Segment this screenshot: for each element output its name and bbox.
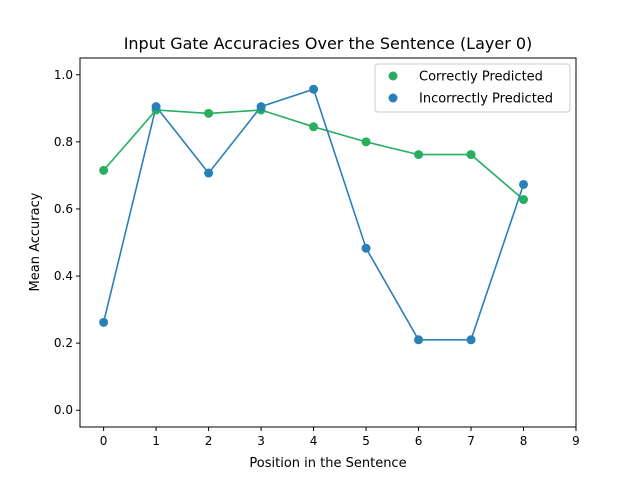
y-tick-label: 0.4 [54,269,73,283]
y-tick-label: 0.8 [54,135,73,149]
legend-marker [388,71,398,81]
x-tick-label: 7 [467,434,475,448]
y-tick-label: 1.0 [54,68,73,82]
data-point-series-0 [466,150,476,160]
data-point-series-0 [414,150,424,160]
data-point-series-1 [519,179,529,189]
x-axis-label: Position in the Sentence [249,456,406,471]
series-layer [99,84,529,345]
y-tick-label: 0.2 [54,336,73,350]
data-point-series-1 [151,102,161,112]
x-tick-label: 8 [520,434,528,448]
x-tick-label: 5 [362,434,370,448]
legend-box [374,63,571,113]
data-point-series-1 [414,335,424,345]
data-point-series-1 [99,317,109,327]
data-point-series-1 [466,335,476,345]
plot-area-frame [79,57,577,428]
data-point-series-0 [519,195,529,205]
data-point-series-0 [204,108,214,118]
legend-marker [388,93,398,103]
data-point-series-0 [361,137,371,147]
data-point-series-1 [256,102,266,112]
x-tick-label: 2 [205,434,213,448]
chart-title: Input Gate Accuracies Over the Sentence … [124,34,533,53]
data-point-series-1 [361,243,371,253]
data-point-series-0 [309,122,319,132]
y-axis-ticks: 0.0 0.2 0.4 0.6 0.8 1.0 [54,68,80,417]
x-tick-label: 9 [572,434,580,448]
y-tick-label: 0.0 [54,403,73,417]
x-tick-label: 4 [310,434,318,448]
x-tick-label: 3 [257,434,265,448]
data-point-series-1 [309,84,319,94]
chart-legend: Correctly Predicted Incorrectly Predicted [374,63,571,113]
data-point-series-1 [204,168,214,178]
x-tick-label: 1 [152,434,160,448]
data-point-series-0 [99,165,109,175]
legend-label: Correctly Predicted [419,70,543,85]
legend-items: Correctly Predicted Incorrectly Predicted [388,70,553,107]
y-axis-label: Mean Accuracy [28,192,43,291]
legend-label: Incorrectly Predicted [419,92,553,107]
y-tick-label: 0.6 [54,202,73,216]
x-axis-ticks: 0 1 2 3 4 5 6 7 8 9 [100,427,580,448]
x-tick-label: 0 [100,434,108,448]
x-tick-label: 6 [415,434,423,448]
